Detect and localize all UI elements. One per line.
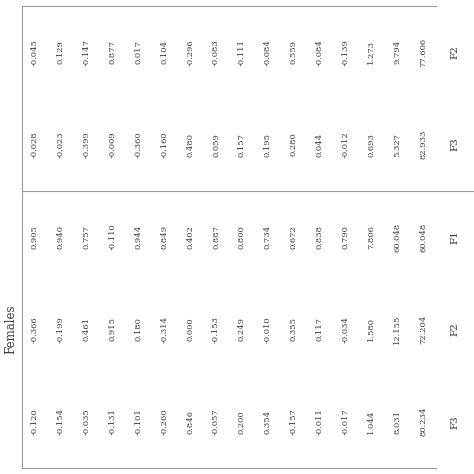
Text: 0.059: 0.059 [212,133,220,156]
Text: -0.035: -0.035 [82,409,91,435]
Text: F2: F2 [450,46,459,59]
Text: 12.155: 12.155 [393,315,401,344]
Text: -0.009: -0.009 [109,131,117,158]
Text: 0.117: 0.117 [316,318,324,341]
Text: F1: F1 [450,230,459,244]
Text: -0.028: -0.028 [31,131,39,158]
Text: 1.044: 1.044 [367,410,375,434]
Text: 60.048: 60.048 [419,222,427,252]
Text: -0.139: -0.139 [341,39,349,65]
Text: -0.111: -0.111 [238,39,246,65]
Text: 0.180: 0.180 [135,318,143,341]
Text: 0.129: 0.129 [57,40,65,64]
Text: -0.360: -0.360 [135,131,143,158]
Text: -0.034: -0.034 [341,316,349,343]
Text: F3: F3 [450,415,459,428]
Text: 1.273: 1.273 [367,40,375,64]
Text: 0.017: 0.017 [135,40,143,64]
Text: 0.790: 0.790 [341,225,349,249]
Text: 8.031: 8.031 [393,410,401,434]
Text: -0.083: -0.083 [212,39,220,65]
Text: 0.838: 0.838 [316,225,324,249]
Text: -0.147: -0.147 [82,39,91,66]
Text: 0.200: 0.200 [238,410,246,434]
Text: 0.480: 0.480 [186,133,194,156]
Text: -0.131: -0.131 [109,409,117,435]
Text: -0.057: -0.057 [212,409,220,435]
Text: -0.017: -0.017 [341,409,349,435]
Text: 0.044: 0.044 [316,133,324,157]
Text: -0.011: -0.011 [316,409,324,435]
Text: 0.757: 0.757 [82,225,91,249]
Text: 9.794: 9.794 [393,40,401,64]
Text: 0.104: 0.104 [160,40,168,64]
Text: 0.877: 0.877 [109,40,117,64]
Text: -0.153: -0.153 [212,316,220,343]
Text: 0.402: 0.402 [186,225,194,249]
Text: 60.048: 60.048 [393,222,401,252]
Text: 82.933: 82.933 [419,130,427,159]
Text: -0.120: -0.120 [31,409,39,435]
Text: 0.249: 0.249 [238,318,246,341]
Text: -0.160: -0.160 [160,131,168,158]
Text: -0.010: -0.010 [264,316,272,343]
Text: -0.084: -0.084 [316,39,324,65]
Text: 0.693: 0.693 [367,133,375,156]
Text: -0.012: -0.012 [341,131,349,158]
Text: Females: Females [4,305,18,354]
Text: 5.327: 5.327 [393,133,401,156]
Text: 0.849: 0.849 [160,225,168,249]
Text: -0.101: -0.101 [135,409,143,435]
Text: 0.195: 0.195 [264,133,272,156]
Text: 0.280: 0.280 [290,133,298,156]
Text: -0.314: -0.314 [160,316,168,343]
Text: 0.915: 0.915 [109,318,117,341]
Text: 0.355: 0.355 [290,318,298,341]
Text: 0.846: 0.846 [186,410,194,434]
Text: 0.559: 0.559 [290,40,298,64]
Text: -0.157: -0.157 [290,409,298,435]
Text: -0.110: -0.110 [109,224,117,250]
Text: 80.234: 80.234 [419,407,427,437]
Text: -0.023: -0.023 [57,131,65,158]
Text: 0.672: 0.672 [290,225,298,249]
Text: 0.944: 0.944 [135,225,143,249]
Text: 0.887: 0.887 [212,225,220,249]
Text: -0.260: -0.260 [160,409,168,435]
Text: 0.157: 0.157 [238,133,246,156]
Text: 0.000: 0.000 [186,318,194,341]
Text: 7.806: 7.806 [367,225,375,249]
Text: 0.354: 0.354 [264,410,272,434]
Text: -0.399: -0.399 [82,131,91,158]
Text: 0.734: 0.734 [264,225,272,249]
Text: -0.045: -0.045 [31,39,39,65]
Text: 0.940: 0.940 [57,225,65,249]
Text: 77.606: 77.606 [419,37,427,67]
Text: -0.366: -0.366 [31,316,39,343]
Text: F3: F3 [450,138,459,152]
Text: -0.084: -0.084 [264,39,272,65]
Text: 72.204: 72.204 [419,315,427,344]
Text: -0.296: -0.296 [186,39,194,65]
Text: 0.461: 0.461 [82,318,91,341]
Text: 1.580: 1.580 [367,318,375,341]
Text: -0.199: -0.199 [57,316,65,343]
Text: F2: F2 [450,322,459,336]
Text: 0.800: 0.800 [238,225,246,249]
Text: -0.154: -0.154 [57,408,65,435]
Text: 0.905: 0.905 [31,225,39,249]
